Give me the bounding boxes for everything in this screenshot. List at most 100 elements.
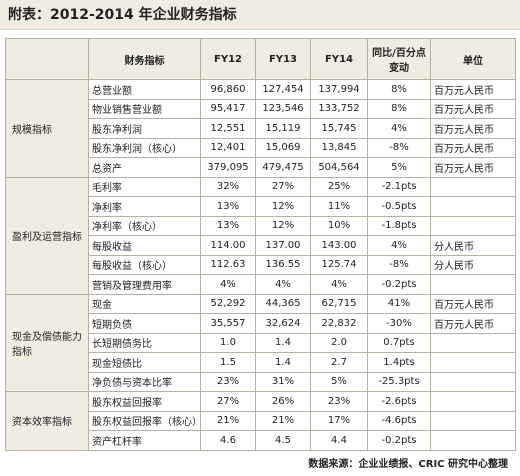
value-cell: 12,401 bbox=[200, 137, 256, 158]
value-cell: 2.0 bbox=[310, 332, 368, 353]
column-header: FY14 bbox=[310, 38, 368, 80]
column-header: 单位 bbox=[430, 38, 516, 80]
value-cell: 41% bbox=[367, 293, 431, 314]
value-cell: -4.6pts bbox=[367, 410, 431, 431]
table-row: 现金及偿债能力指标 现金 52,292 44,365 62,715 41% 百万元人民币 bbox=[5, 293, 516, 392]
value-cell: 15,745 bbox=[310, 118, 368, 139]
metric-name: 长短期债务比 bbox=[88, 332, 201, 353]
table-row: 资产杠杆率 4.6 4.5 4.4 -0.2pts bbox=[6, 430, 516, 451]
table-row: 规模指标 总营业额 96,860 127,454 137,994 8% 百万元人民币 bbox=[5, 79, 516, 178]
unit-cell bbox=[430, 274, 516, 295]
metric-name: 总资产 bbox=[88, 157, 201, 178]
metric-name: 现金短债比 bbox=[88, 352, 201, 373]
metric-name: 股东净利润 bbox=[88, 118, 201, 139]
value-cell: 127,454 bbox=[255, 79, 311, 100]
table-row: 短期负债 35,557 32,624 22,832 -30% 百万元人民币 bbox=[6, 313, 516, 334]
value-cell: 125.74 bbox=[310, 254, 368, 275]
title: 附表：2012-2014 年企业财务指标 bbox=[0, 0, 520, 30]
value-cell: 13% bbox=[200, 196, 256, 217]
value-cell: 12,551 bbox=[200, 118, 256, 139]
table-row: 净利率 13% 12% 11% -0.5pts bbox=[6, 196, 516, 217]
value-cell: 26% bbox=[255, 391, 311, 412]
metric-name: 总营业额 bbox=[88, 79, 201, 100]
metric-name: 毛利率 bbox=[88, 176, 201, 197]
value-cell: 4% bbox=[310, 274, 368, 295]
table-row: 总资产 379,095 479,475 504,564 5% 百万元人民币 bbox=[6, 157, 516, 178]
value-cell: 8% bbox=[367, 98, 431, 119]
unit-cell: 分人民币 bbox=[430, 235, 516, 256]
value-cell: -0.2pts bbox=[367, 274, 431, 295]
unit-cell bbox=[430, 352, 516, 373]
unit-cell bbox=[430, 176, 516, 197]
value-cell: -8% bbox=[367, 254, 431, 275]
table-row: 净利率（核心） 13% 12% 10% -1.8pts bbox=[6, 215, 516, 236]
group-label: 现金及偿债能力指标 bbox=[5, 293, 89, 392]
value-cell: 123,546 bbox=[255, 98, 311, 119]
value-cell: 4.5 bbox=[255, 430, 311, 451]
value-cell: 1.0 bbox=[200, 332, 256, 353]
value-cell: 479,475 bbox=[255, 157, 311, 178]
value-cell: 4% bbox=[255, 274, 311, 295]
value-cell: 95,417 bbox=[200, 98, 256, 119]
value-cell: -2.6pts bbox=[367, 391, 431, 412]
value-cell: 4.6 bbox=[200, 430, 256, 451]
metric-name: 短期负债 bbox=[88, 313, 201, 334]
unit-cell bbox=[430, 430, 516, 451]
value-cell: 11% bbox=[310, 196, 368, 217]
value-cell: 23% bbox=[200, 371, 256, 392]
table-row: 资本效率指标 股东权益回报率 27% 26% 23% -2.6pts bbox=[5, 391, 516, 451]
metric-name: 股东净利润（核心） bbox=[88, 137, 201, 158]
value-cell: 1.4pts bbox=[367, 352, 431, 373]
table-row: 每股收益 114.00 137.00 143.00 4% 分人民币 bbox=[6, 235, 516, 256]
value-cell: 133,752 bbox=[310, 98, 368, 119]
metric-name: 每股收益 bbox=[88, 235, 201, 256]
value-cell: 32% bbox=[200, 176, 256, 197]
value-cell: 52,292 bbox=[200, 293, 256, 314]
value-cell: 23% bbox=[310, 391, 368, 412]
value-cell: 13,845 bbox=[310, 137, 368, 158]
metric-name: 物业销售营业额 bbox=[88, 98, 201, 119]
table-row: 现金短债比 1.5 1.4 2.7 1.4pts bbox=[6, 352, 516, 373]
unit-cell: 百万元人民币 bbox=[430, 79, 516, 100]
value-cell: 504,564 bbox=[310, 157, 368, 178]
group-label: 盈利及运营指标 bbox=[5, 176, 89, 295]
column-header: 财务指标 bbox=[88, 38, 201, 80]
value-cell: 2.7 bbox=[310, 352, 368, 373]
value-cell: 4% bbox=[200, 274, 256, 295]
value-cell: 10% bbox=[310, 215, 368, 236]
value-cell: 4.4 bbox=[310, 430, 368, 451]
value-cell: -30% bbox=[367, 313, 431, 334]
value-cell: 13% bbox=[200, 215, 256, 236]
unit-cell bbox=[430, 371, 516, 392]
unit-cell bbox=[430, 332, 516, 353]
unit-cell bbox=[430, 391, 516, 412]
value-cell: 12% bbox=[255, 196, 311, 217]
value-cell: 4% bbox=[367, 235, 431, 256]
value-cell: -8% bbox=[367, 137, 431, 158]
metric-name: 资产杠杆率 bbox=[88, 430, 201, 451]
value-cell: 112.63 bbox=[200, 254, 256, 275]
header-row: 财务指标 FY12 FY13 FY14 同比/百分点变动 单位 bbox=[5, 38, 516, 80]
table-row: 股东净利润 12,551 15,119 15,745 4% 百万元人民币 bbox=[6, 118, 516, 139]
table-row: 营销及管理费用率 4% 4% 4% -0.2pts bbox=[6, 274, 516, 295]
value-cell: -1.8pts bbox=[367, 215, 431, 236]
metric-name: 现金 bbox=[88, 293, 201, 314]
unit-cell bbox=[430, 196, 516, 217]
value-cell: -0.2pts bbox=[367, 430, 431, 451]
value-cell: -0.5pts bbox=[367, 196, 431, 217]
value-cell: 1.4 bbox=[255, 332, 311, 353]
column-header: 同比/百分点变动 bbox=[367, 38, 431, 80]
value-cell: 4% bbox=[367, 118, 431, 139]
value-cell: 44,365 bbox=[255, 293, 311, 314]
value-cell: 17% bbox=[310, 410, 368, 431]
value-cell: 143.00 bbox=[310, 235, 368, 256]
value-cell: 31% bbox=[255, 371, 311, 392]
unit-cell bbox=[430, 215, 516, 236]
value-cell: 114.00 bbox=[200, 235, 256, 256]
value-cell: 96,860 bbox=[200, 79, 256, 100]
unit-cell: 百万元人民币 bbox=[430, 118, 516, 139]
header-cell bbox=[5, 38, 89, 80]
value-cell: 32,624 bbox=[255, 313, 311, 334]
group-label: 资本效率指标 bbox=[5, 391, 89, 451]
value-cell: 35,557 bbox=[200, 313, 256, 334]
